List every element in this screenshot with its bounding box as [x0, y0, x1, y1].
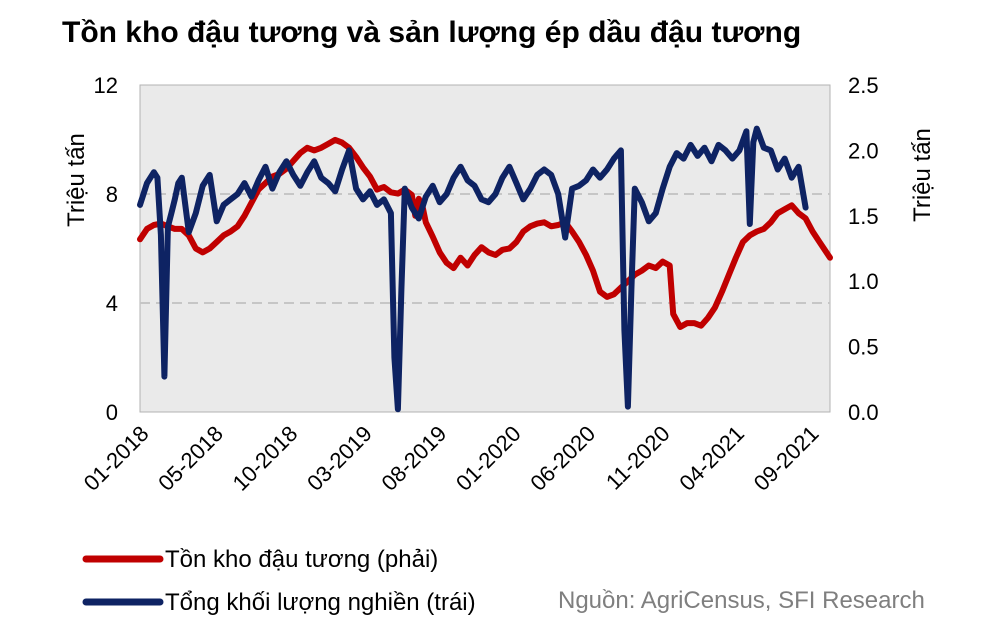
x-axis-ticks: 01-2018 05-2018 10-2018 03-2019 08-2019 01-20… [79, 421, 824, 496]
legend-label-crush: Tổng khối lượng nghiền (trái) [165, 589, 476, 616]
source-note: Nguồn: AgriCensus, SFI Research [558, 587, 925, 614]
x-tick-label: 04-2021 [674, 421, 749, 496]
left-tick-label: 12 [94, 73, 118, 98]
x-tick-label: 05-2018 [153, 421, 228, 496]
x-tick-label: 06-2020 [525, 421, 600, 496]
left-tick-label: 0 [106, 400, 118, 425]
x-tick-label: 11-2020 [601, 421, 675, 495]
right-tick-label: 2.0 [848, 138, 879, 163]
series-line-inventory [137, 136, 833, 330]
left-tick-label: 4 [106, 291, 118, 316]
right-tick-label: 1.5 [848, 204, 879, 229]
right-tick-label: 2.5 [848, 73, 879, 98]
left-axis-ticks: 0 4 8 12 [94, 73, 118, 425]
right-tick-label: 0.0 [848, 400, 879, 425]
right-axis-label: Triệu tấn [909, 128, 936, 222]
series-line-crush [137, 125, 809, 413]
x-tick-label: 01-2018 [79, 421, 154, 496]
left-axis-label: Triệu tấn [63, 133, 90, 227]
right-tick-label: 0.5 [848, 335, 879, 360]
series-layer [137, 125, 833, 413]
x-tick-label: 10-2018 [228, 421, 303, 496]
left-tick-label: 8 [106, 182, 118, 207]
x-tick-label: 03-2019 [302, 421, 377, 496]
chart-title: Tồn kho đậu tương và sản lượng ép dầu đậ… [62, 16, 802, 49]
right-axis-ticks: 0.0 0.5 1.0 1.5 2.0 2.5 [848, 73, 879, 425]
legend-label-inventory: Tồn kho đậu tương (phải) [165, 546, 438, 573]
x-tick-label: 01-2020 [451, 421, 526, 496]
x-tick-label: 09-2021 [749, 421, 824, 496]
x-tick-label: 08-2019 [377, 421, 452, 496]
legend: Tồn kho đậu tương (phải) Tổng khối lượng… [82, 546, 476, 616]
right-tick-label: 1.0 [848, 269, 879, 294]
